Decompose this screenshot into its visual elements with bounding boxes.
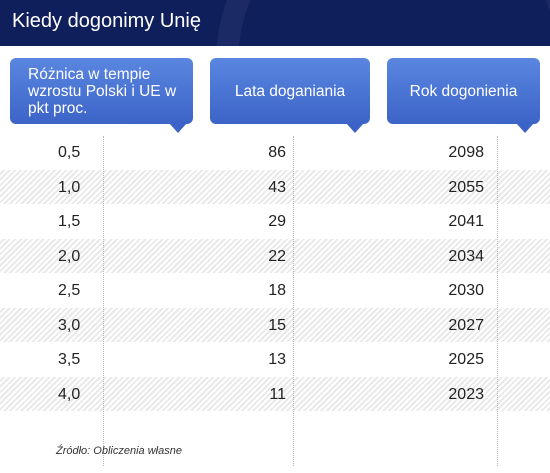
cell-year-reached: 2023 bbox=[448, 385, 484, 403]
data-table: Różnica w tempie wzrostu Polski i UE w p… bbox=[0, 46, 550, 473]
cell-year-reached: 2025 bbox=[448, 351, 484, 368]
table-row: 0,5 86 2098 bbox=[0, 135, 550, 169]
cell-difference: 3,0 bbox=[58, 316, 81, 334]
cell-years: 11 bbox=[269, 385, 286, 403]
header-difference: Różnica w tempie wzrostu Polski i UE w p… bbox=[10, 58, 193, 133]
cell-difference: 3,5 bbox=[58, 351, 81, 368]
cell-years: 86 bbox=[268, 144, 286, 161]
cell-year-reached: 2030 bbox=[448, 282, 484, 299]
column-divider bbox=[103, 136, 104, 466]
cell-year-reached: 2055 bbox=[448, 178, 484, 196]
cell-difference: 0,5 bbox=[58, 144, 81, 161]
header-years: Lata doganiania bbox=[210, 58, 370, 133]
decorative-circle bbox=[216, 0, 550, 46]
table-row: 1,0 43 2055 bbox=[0, 169, 550, 204]
cell-years: 43 bbox=[268, 178, 286, 196]
cell-difference: 2,5 bbox=[58, 282, 81, 299]
cell-difference: 4,0 bbox=[58, 385, 81, 403]
cell-years: 13 bbox=[268, 351, 286, 368]
cell-difference: 1,5 bbox=[58, 213, 81, 230]
cell-difference: 2,0 bbox=[58, 247, 81, 265]
cell-year-reached: 2041 bbox=[448, 213, 484, 230]
header-year-reached: Rok dogonienia bbox=[387, 58, 540, 133]
cell-years: 18 bbox=[268, 282, 286, 299]
cell-years: 29 bbox=[268, 213, 286, 230]
title-bar: Kiedy dogonimy Unię bbox=[0, 0, 550, 46]
column-divider bbox=[497, 136, 498, 466]
cell-difference: 1,0 bbox=[58, 178, 81, 196]
cell-year-reached: 2098 bbox=[448, 144, 484, 161]
table-row: 3,5 13 2025 bbox=[0, 342, 550, 376]
cell-year-reached: 2027 bbox=[448, 316, 484, 334]
chart-title: Kiedy dogonimy Unię bbox=[12, 10, 201, 32]
table-row: 1,5 29 2041 bbox=[0, 204, 550, 238]
cell-year-reached: 2034 bbox=[448, 247, 484, 265]
table-row: 2,0 22 2034 bbox=[0, 238, 550, 273]
table-row: 3,0 15 2027 bbox=[0, 307, 550, 342]
table-row: 4,0 11 2023 bbox=[0, 376, 550, 411]
column-divider bbox=[293, 136, 294, 466]
source-note: Źródło: Obliczenia własne bbox=[56, 445, 182, 457]
table-row: 2,5 18 2030 bbox=[0, 273, 550, 307]
cell-years: 22 bbox=[268, 247, 286, 265]
cell-years: 15 bbox=[268, 316, 286, 334]
